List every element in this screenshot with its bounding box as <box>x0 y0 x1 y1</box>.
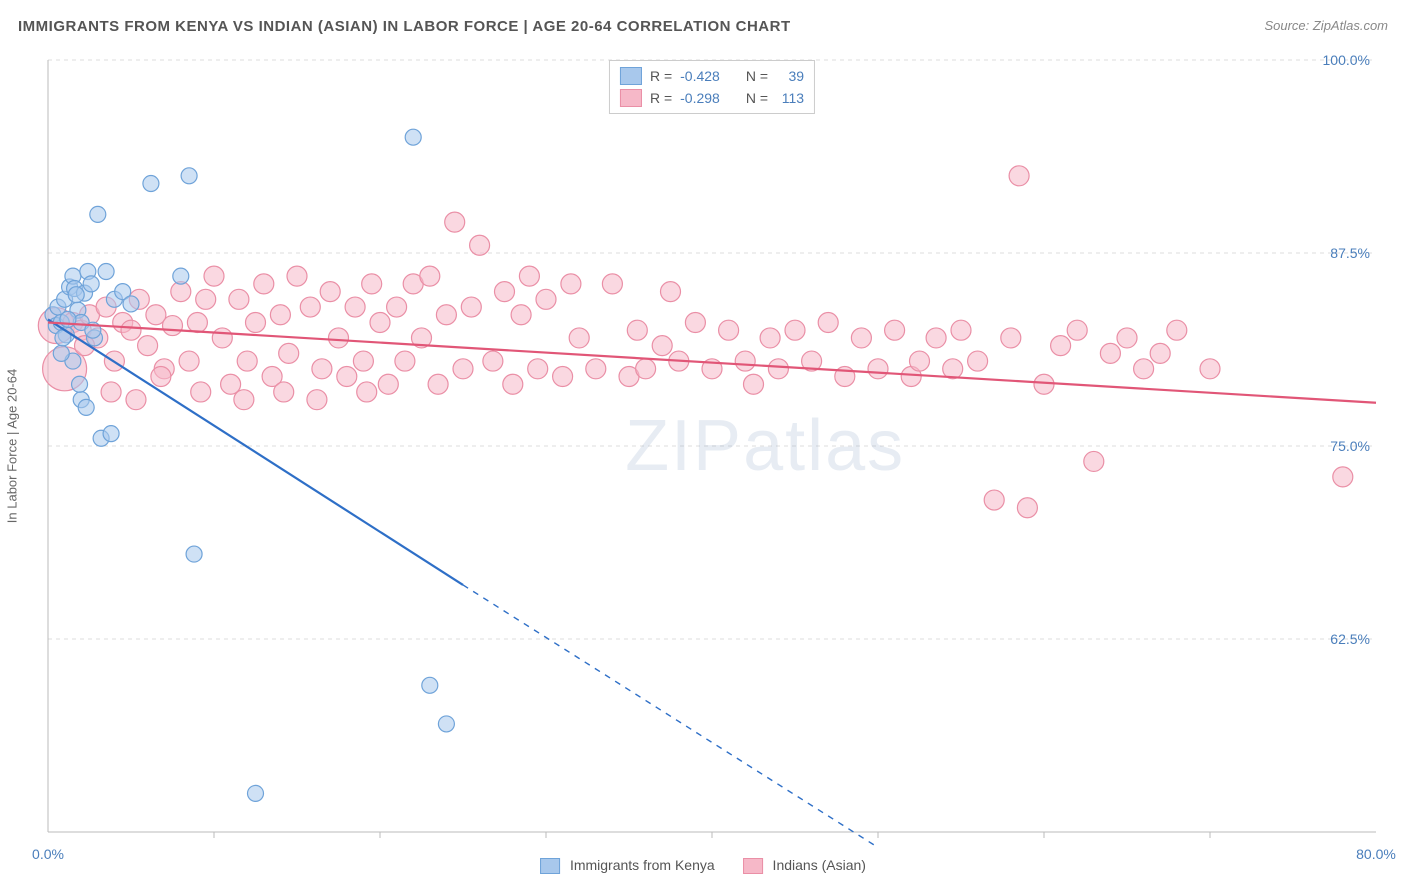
chart-container: IMMIGRANTS FROM KENYA VS INDIAN (ASIAN) … <box>0 0 1406 892</box>
legend-swatch-icon <box>540 858 560 874</box>
legend-item-0: Immigrants from Kenya <box>540 857 715 874</box>
r-label: R = <box>650 68 672 84</box>
n-value: 39 <box>776 68 804 84</box>
n-label: N = <box>746 68 768 84</box>
r-label: R = <box>650 90 672 106</box>
legend-item-1: Indians (Asian) <box>743 857 866 874</box>
r-value: -0.428 <box>680 68 720 84</box>
series-swatch-icon <box>620 67 642 85</box>
y-tick-label: 100.0% <box>1323 52 1370 68</box>
r-value: -0.298 <box>680 90 720 106</box>
legend-label: Indians (Asian) <box>773 857 866 873</box>
x-tick-label: 0.0% <box>32 846 64 862</box>
y-axis-label: In Labor Force | Age 20-64 <box>5 369 20 523</box>
bottom-legend: Immigrants from Kenya Indians (Asian) <box>540 857 866 874</box>
y-tick-label: 75.0% <box>1330 438 1370 454</box>
stats-row-1: R = -0.298 N = 113 <box>620 87 804 109</box>
plot-area: R = -0.428 N = 39 R = -0.298 N = 113 ZIP… <box>48 60 1376 832</box>
legend-swatch-icon <box>743 858 763 874</box>
series-swatch-icon <box>620 89 642 107</box>
y-tick-label: 87.5% <box>1330 245 1370 261</box>
x-tick-label: 80.0% <box>1356 846 1396 862</box>
source-attribution: Source: ZipAtlas.com <box>1264 18 1388 33</box>
stats-row-0: R = -0.428 N = 39 <box>620 65 804 87</box>
n-value: 113 <box>776 90 804 106</box>
n-label: N = <box>746 90 768 106</box>
chart-title: IMMIGRANTS FROM KENYA VS INDIAN (ASIAN) … <box>18 18 791 35</box>
scatter-plot-svg <box>48 60 1376 832</box>
legend-label: Immigrants from Kenya <box>570 857 715 873</box>
stats-legend-box: R = -0.428 N = 39 R = -0.298 N = 113 <box>609 60 815 114</box>
y-tick-label: 62.5% <box>1330 631 1370 647</box>
